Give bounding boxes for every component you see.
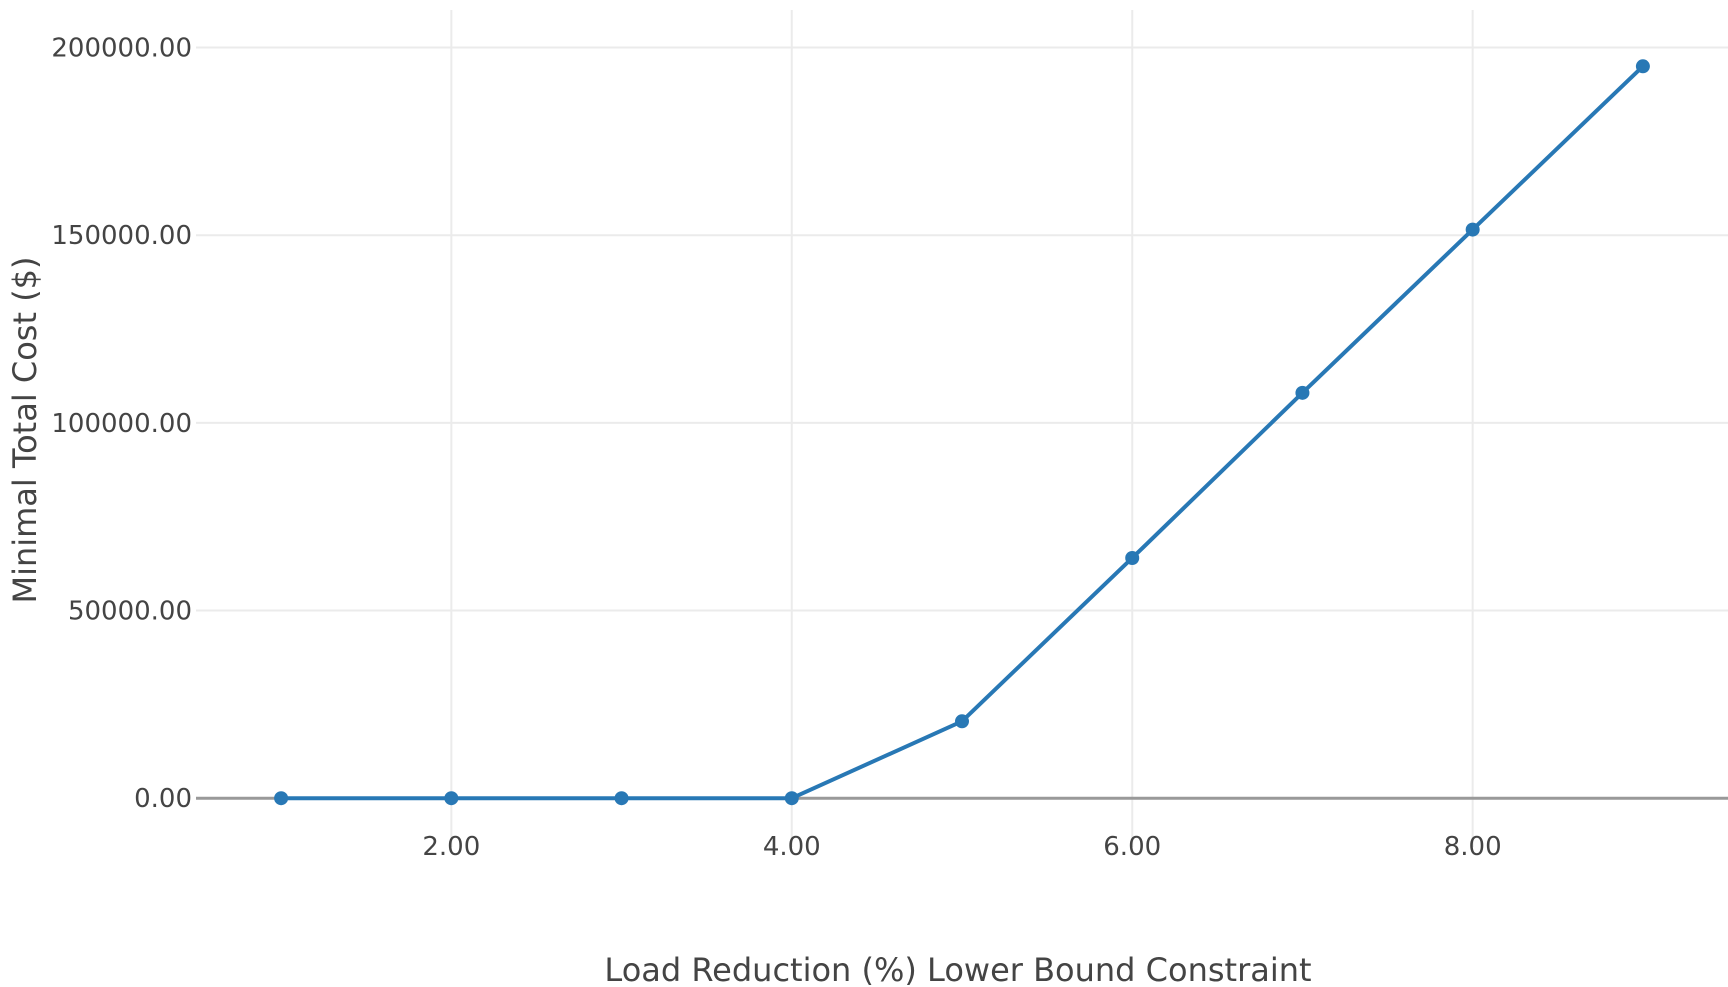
- x-tick-label: 2.00: [422, 832, 480, 862]
- data-point: [274, 791, 289, 806]
- y-axis-title: Minimal Total Cost ($): [6, 256, 44, 603]
- y-tick-label: 0.00: [134, 784, 192, 814]
- data-point: [1635, 59, 1650, 74]
- data-point: [955, 714, 969, 729]
- y-tick-label: 150000.00: [51, 221, 192, 251]
- x-tick-label: 4.00: [763, 832, 821, 862]
- data-point: [444, 791, 459, 806]
- tick-labels: 2.00 4.00 6.00 8.00 0.00 50000.00 100000.00 150…: [51, 34, 1501, 862]
- x-tick-label: 6.00: [1103, 832, 1161, 862]
- x-tick-label: 8.00: [1444, 832, 1502, 862]
- y-tick-label: 50000.00: [68, 597, 192, 627]
- data-point: [1295, 385, 1310, 400]
- series-layer: [274, 59, 1650, 806]
- data-point: [1125, 550, 1140, 565]
- y-tick-label: 100000.00: [51, 409, 192, 439]
- series-line: [279, 64, 1645, 801]
- y-tick-label: 200000.00: [51, 34, 192, 64]
- data-point: [614, 791, 629, 806]
- data-point: [784, 791, 799, 806]
- data-point: [1465, 222, 1480, 237]
- x-axis-title: Load Reduction (%) Lower Bound Constrain…: [604, 951, 1311, 987]
